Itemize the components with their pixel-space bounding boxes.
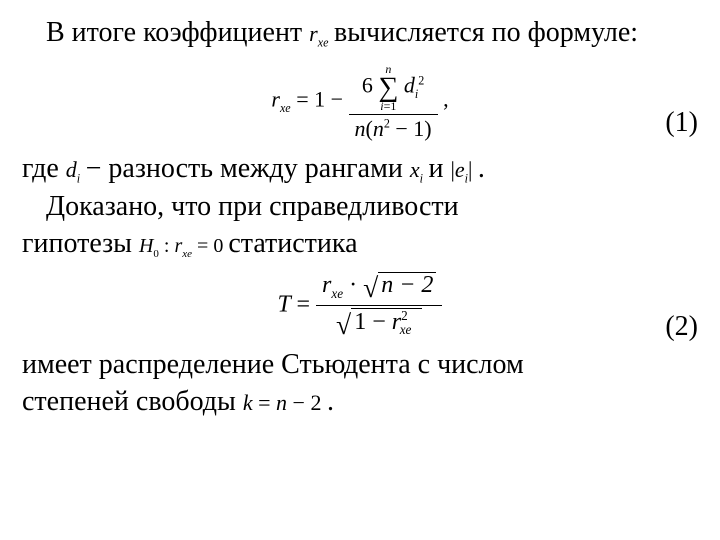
eq2-denominator: √1 − r2xe: [316, 306, 442, 340]
eq1-lhs: r: [271, 87, 280, 112]
equation-number-1: (1): [665, 106, 698, 140]
sum-term-sub: i: [415, 87, 418, 101]
sub-xe: xe: [318, 35, 329, 49]
equation-1-row: rxe = 1 − 6 n ∑ i=1 di2 n(n2 − 1) , (1): [22, 54, 698, 150]
num-r-sub: xe: [331, 285, 343, 300]
radical-icon: √: [363, 272, 378, 303]
text: В итоге коэффициент: [46, 17, 309, 48]
n-minus-2: n − 2: [381, 272, 433, 298]
eq1-denominator: n(n2 − 1): [349, 115, 438, 140]
num-r: r: [322, 272, 331, 298]
equation-1: rxe = 1 − 6 n ∑ i=1 di2 n(n2 − 1) ,: [271, 63, 448, 140]
sum-icon: n ∑ i=1: [378, 63, 398, 112]
hypothesis-h0: H0 : rxe = 0: [139, 235, 228, 257]
equation-2: T = rxe · √n − 2 √1 − r2xe: [278, 272, 443, 340]
text: − разность между рангами: [86, 153, 410, 184]
eq0: = 0: [192, 235, 223, 257]
r-sub: xe: [182, 248, 192, 260]
var-di: di: [66, 157, 86, 182]
den-paren-open: (: [366, 116, 373, 141]
radical-icon: √: [336, 309, 351, 340]
var-xi: xi: [410, 157, 429, 182]
n: n: [276, 390, 287, 415]
paragraph-proof-2: гипотезы H0 : rxe = 0 статистика: [22, 227, 698, 261]
eq1-comma: ,: [443, 87, 449, 112]
radicand-den: 1 − r2xe: [351, 308, 422, 338]
minus2: − 2: [287, 390, 321, 415]
d: d: [66, 157, 77, 182]
k: k: [243, 390, 253, 415]
text: статистика: [228, 228, 357, 259]
dot: ·: [343, 272, 363, 298]
text: степеней свободы: [22, 386, 243, 417]
coef-rxe: rxe: [309, 21, 334, 46]
paragraph-intro: В итоге коэффициент rxe вычисляется по ф…: [22, 16, 698, 50]
den-n1: n: [355, 116, 366, 141]
text: .: [478, 153, 485, 184]
radicand: n − 2: [378, 272, 436, 298]
sum-term-d: d: [404, 73, 415, 98]
den-n2: n: [373, 116, 384, 141]
T: T: [278, 291, 291, 317]
eq-sign: =: [296, 291, 316, 317]
abs-ei: |ei|: [450, 157, 477, 182]
text: вычисляется по формуле:: [334, 17, 638, 48]
sum-term-sup: 2: [418, 74, 424, 88]
sqrt-n-minus-2: √n − 2: [363, 272, 436, 303]
d-sub: i: [77, 171, 80, 185]
eq1-lhs-sub: xe: [280, 101, 291, 115]
e: e: [455, 157, 465, 182]
x: x: [410, 157, 420, 182]
sqrt-den: √1 − r2xe: [336, 308, 422, 340]
equation-2-row: T = rxe · √n − 2 √1 − r2xe (2): [22, 266, 698, 346]
den-r-sup: 2: [401, 308, 408, 323]
paragraph-student-2: степеней свободы k = n − 2 .: [22, 385, 698, 419]
var-r: r: [309, 21, 318, 46]
x-sub: i: [420, 171, 423, 185]
eq1-sign: = 1 −: [296, 87, 348, 112]
paragraph-proof-1: Доказано, что при справедливости: [22, 190, 698, 224]
eq1-numerator: 6 n ∑ i=1 di2: [349, 63, 438, 115]
text: гипотезы: [22, 228, 139, 259]
sigma-icon: ∑: [378, 75, 398, 100]
equation-number-2: (2): [665, 310, 698, 344]
text: где: [22, 153, 66, 184]
eq2-numerator: rxe · √n − 2: [316, 272, 442, 306]
k-eq-n-minus-2: k = n − 2: [243, 390, 327, 415]
den-rest: − 1): [390, 116, 432, 141]
abs-close: |: [468, 157, 472, 182]
eq: =: [253, 390, 276, 415]
sum-lower: i=1: [378, 100, 398, 112]
eq2-fraction: rxe · √n − 2 √1 − r2xe: [316, 272, 442, 340]
colon: :: [159, 235, 170, 257]
den-r-sub: xe: [400, 322, 412, 337]
text: и: [428, 153, 450, 184]
document-page: В итоге коэффициент rxe вычисляется по ф…: [0, 0, 720, 540]
paragraph-where: где di − разность между рангами xi и |ei…: [22, 152, 698, 186]
eq1-six: 6: [362, 73, 373, 98]
one-minus: 1 −: [354, 309, 392, 335]
H: H: [139, 235, 153, 257]
text: .: [327, 386, 334, 417]
paragraph-student-1: имеет распределение Стьюдента с числом: [22, 348, 698, 382]
eq1-fraction: 6 n ∑ i=1 di2 n(n2 − 1): [349, 63, 438, 140]
